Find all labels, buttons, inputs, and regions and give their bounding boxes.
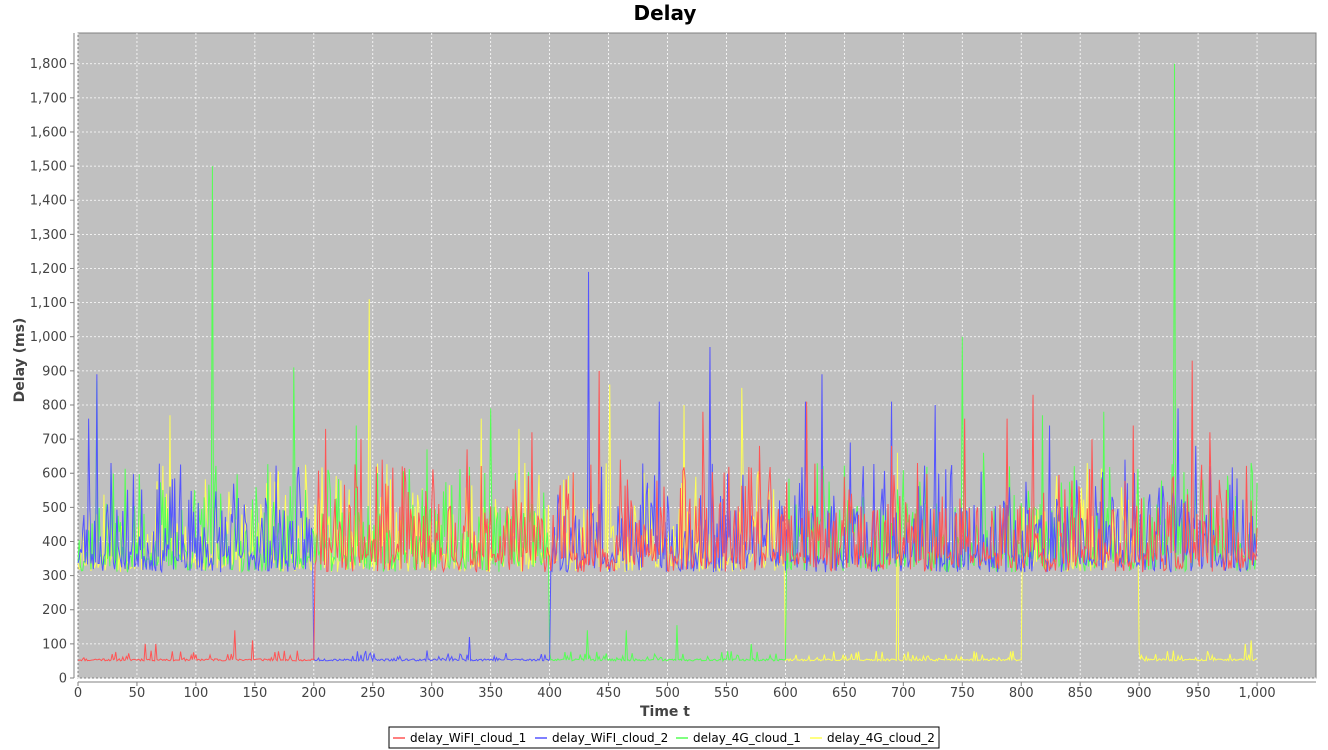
x-ticks: 0 50 100 150 200 250 300 350 400 450 500 550 600 650 7… bbox=[74, 682, 1276, 701]
x-tick-label: 1,000 bbox=[1238, 686, 1275, 701]
chart-title: Delay bbox=[634, 1, 697, 25]
series-line-delay_WiFI_cloud_2 bbox=[77, 271, 1258, 663]
series-line-delay_WiFI_cloud_1 bbox=[77, 360, 1258, 662]
y-tick-label: 1,400 bbox=[30, 194, 67, 209]
legend: delay_WiFI_cloud_1 delay_WiFI_cloud_2 dela… bbox=[388, 726, 940, 749]
x-tick-label: 650 bbox=[832, 686, 857, 701]
x-tick-label: 0 bbox=[74, 686, 82, 701]
y-tick-label: 1,000 bbox=[30, 330, 67, 345]
y-tick-label: 100 bbox=[42, 637, 67, 652]
x-tick-label: 900 bbox=[1127, 686, 1152, 701]
y-tick-label: 1,600 bbox=[30, 125, 67, 140]
legend-box bbox=[388, 726, 940, 749]
y-tick-label: 1,500 bbox=[30, 160, 67, 175]
y-tick-label: 1,300 bbox=[30, 228, 67, 243]
y-tick-label: 0 bbox=[59, 672, 67, 687]
x-tick-label: 200 bbox=[301, 686, 326, 701]
y-tick-label: 400 bbox=[42, 535, 67, 550]
x-tick-label: 700 bbox=[891, 686, 916, 701]
y-tick-label: 600 bbox=[42, 467, 67, 482]
legend-label: delay_4G_cloud_2 bbox=[827, 731, 935, 745]
y-tick-label: 1,800 bbox=[30, 57, 67, 72]
y-tick-label: 200 bbox=[42, 603, 67, 618]
x-tick-label: 600 bbox=[773, 686, 798, 701]
y-tick-label: 1,700 bbox=[30, 91, 67, 106]
y-tick-label: 800 bbox=[42, 398, 67, 413]
x-tick-label: 450 bbox=[596, 686, 621, 701]
x-tick-label: 400 bbox=[537, 686, 562, 701]
y-tick-label: 900 bbox=[42, 364, 67, 379]
legend-label: delay_WiFI_cloud_2 bbox=[552, 731, 668, 745]
y-axis-title: Delay (ms) bbox=[12, 318, 28, 403]
x-tick-label: 150 bbox=[242, 686, 267, 701]
axes bbox=[73, 33, 1316, 683]
y-ticks: 0 100 200 300 400 500 600 700 800 900 1,000 1,100 1,… bbox=[30, 57, 74, 687]
legend-label: delay_4G_cloud_1 bbox=[693, 731, 801, 745]
plot-area bbox=[77, 32, 1317, 679]
y-tick-label: 500 bbox=[42, 501, 67, 516]
x-tick-label: 750 bbox=[950, 686, 975, 701]
x-tick-label: 300 bbox=[419, 686, 444, 701]
x-tick-label: 550 bbox=[714, 686, 739, 701]
legend-label: delay_WiFI_cloud_1 bbox=[410, 731, 526, 745]
y-tick-label: 1,200 bbox=[30, 262, 67, 277]
x-tick-label: 500 bbox=[655, 686, 680, 701]
x-tick-label: 50 bbox=[129, 686, 146, 701]
x-tick-label: 250 bbox=[360, 686, 385, 701]
x-tick-label: 350 bbox=[478, 686, 503, 701]
y-tick-label: 1,100 bbox=[30, 296, 67, 311]
x-tick-label: 800 bbox=[1009, 686, 1034, 701]
y-tick-label: 300 bbox=[42, 569, 67, 584]
series-layer bbox=[77, 63, 1258, 663]
x-tick-label: 950 bbox=[1186, 686, 1211, 701]
y-tick-label: 700 bbox=[42, 433, 67, 448]
x-axis-title: Time t bbox=[640, 704, 690, 720]
x-tick-label: 850 bbox=[1068, 686, 1093, 701]
x-tick-label: 100 bbox=[183, 686, 208, 701]
